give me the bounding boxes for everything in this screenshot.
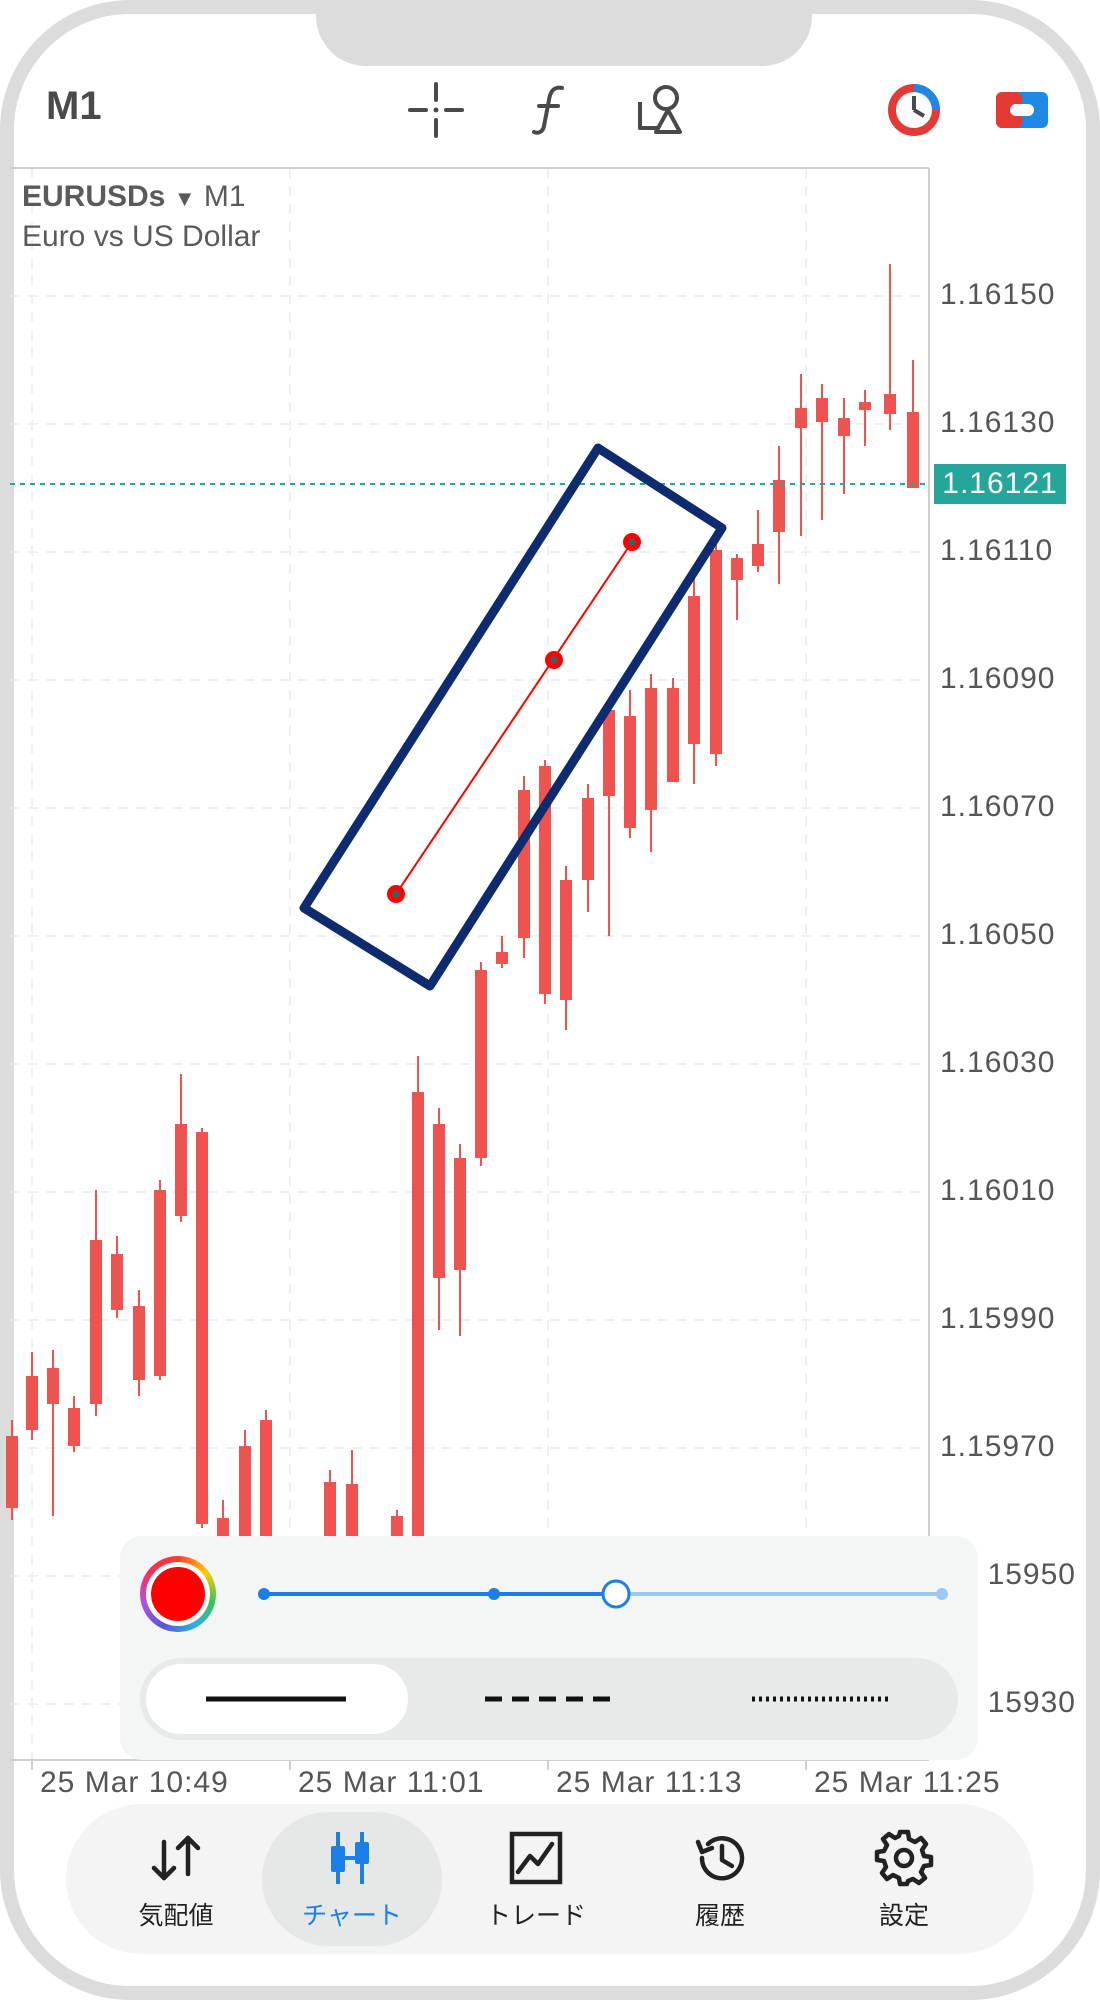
nav-settings[interactable]: 設定 (814, 1812, 994, 1946)
nav-history[interactable]: 履歴 (630, 1812, 810, 1946)
candle-body (154, 1190, 166, 1376)
x-axis-label: 25 Mar 11:25 (814, 1766, 1001, 1799)
candle-body (688, 596, 700, 744)
y-axis-label: 1.15970 (940, 1430, 1056, 1463)
candle-body (175, 1124, 187, 1216)
candle-body (6, 1436, 18, 1508)
candle-body (475, 970, 487, 1158)
objects-icon[interactable] (626, 74, 698, 146)
top-toolbar: M1 (0, 60, 1100, 160)
candle-body (133, 1306, 145, 1380)
x-axis-label: 25 Mar 10:49 (40, 1766, 229, 1799)
candle-body (838, 418, 850, 436)
chart-icon (331, 1832, 369, 1884)
y-axis-label: 1.15990 (940, 1302, 1056, 1335)
nav-chart[interactable]: チャート (262, 1812, 442, 1946)
trade-icon (509, 1831, 563, 1885)
candle-body (324, 1482, 336, 1540)
current-price-tag: 1.16121 (934, 464, 1066, 504)
trade-toggle-icon[interactable] (986, 74, 1058, 146)
candle-body (496, 952, 508, 964)
candle-body (560, 880, 572, 1000)
x-axis-label: 25 Mar 11:13 (556, 1766, 743, 1799)
line-style-selector (140, 1658, 958, 1740)
settings-icon (874, 1829, 934, 1887)
selected-color-swatch (151, 1567, 205, 1621)
candle-body (391, 1516, 403, 1540)
candle-body (773, 480, 785, 532)
candle-body (454, 1158, 466, 1270)
candle-body (433, 1124, 445, 1278)
y-axis-label: 1.16150 (940, 278, 1056, 311)
candle-body (217, 1518, 229, 1540)
candle-body (582, 798, 594, 880)
candle-body (539, 766, 551, 994)
candle-body (68, 1408, 80, 1446)
candle-body (603, 710, 615, 796)
candle-body (90, 1240, 102, 1404)
candle-body (752, 544, 764, 566)
y-axis-label: 1.16070 (940, 790, 1056, 823)
candle-body (412, 1092, 424, 1540)
timeframe-label[interactable]: M1 (46, 84, 102, 128)
candle-body (859, 402, 871, 410)
candle-body (346, 1484, 358, 1540)
line-width-slider-thumb (601, 1579, 631, 1609)
crosshair-icon[interactable] (400, 74, 472, 146)
candle-body (907, 412, 919, 488)
notch (316, 14, 812, 66)
candle-body (795, 408, 807, 428)
y-axis-label: 1.16090 (940, 662, 1056, 695)
function-icon[interactable] (514, 74, 586, 146)
trendline (395, 541, 633, 895)
line-width-slider[interactable] (254, 1578, 948, 1610)
y-axis-label: 1.16030 (940, 1046, 1056, 1079)
quotes-icon (151, 1835, 201, 1881)
clock-icon[interactable] (878, 74, 950, 146)
line-style-dashed[interactable] (412, 1658, 684, 1740)
line-style-panel (120, 1536, 978, 1760)
candle-body (645, 688, 657, 810)
candle-body (710, 550, 722, 754)
line-style-solid[interactable] (140, 1658, 412, 1740)
symbol-label: EURUSDs ▼ M1 (22, 180, 246, 213)
nav-trade[interactable]: トレード (446, 1812, 626, 1946)
candle-body (239, 1446, 251, 1540)
x-axis-label: 25 Mar 11:01 (298, 1766, 485, 1799)
candle-body (260, 1420, 272, 1540)
candle-body (816, 398, 828, 422)
y-axis-label: 1.15930 (986, 1686, 1076, 1719)
y-axis-label: 1.16010 (940, 1174, 1056, 1207)
candle-body (47, 1368, 59, 1404)
y-axis-label: 1.16110 (940, 534, 1054, 567)
candle-body (731, 558, 743, 580)
y-axis-label: 1.16050 (940, 918, 1056, 951)
bottom-navigation: 気配値 チャート トレード 履歴 設定 (66, 1804, 1034, 1954)
candle-body (667, 688, 679, 782)
candle-body (26, 1376, 38, 1430)
nav-quotes[interactable]: 気配値 (86, 1812, 266, 1946)
symbol-description: Euro vs US Dollar (22, 220, 261, 253)
color-picker-button[interactable] (140, 1556, 216, 1632)
candle-body (884, 394, 896, 414)
candle-body (196, 1132, 208, 1524)
candle-body (518, 790, 530, 938)
candle-body (111, 1254, 123, 1310)
history-icon (695, 1836, 745, 1881)
y-axis-label: 1.16130 (940, 406, 1056, 439)
y-axis-label: 1.15950 (986, 1558, 1076, 1591)
line-style-dotted[interactable] (686, 1658, 958, 1740)
highlight-box (299, 443, 727, 991)
candle-body (624, 716, 636, 828)
